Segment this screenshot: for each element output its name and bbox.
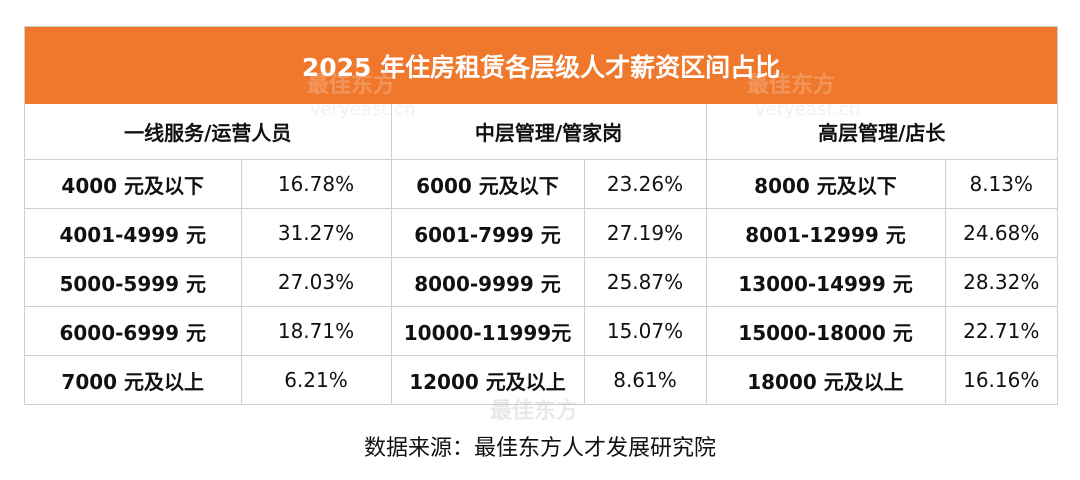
salary-range-middle: 8000-9999 元 xyxy=(390,257,585,307)
salary-percent-middle: 27.19% xyxy=(583,208,707,258)
salary-percent-middle: 15.07% xyxy=(583,306,707,356)
table-row: 4001-4999 元 31.27% 6001-7999 元 27.19% 8001-1… xyxy=(25,208,1057,258)
salary-range-frontline: 7000 元及以上 xyxy=(25,355,242,404)
salary-range-senior: 13000-14999 元 xyxy=(705,257,946,307)
table-title-bar: 2025 年住房租赁各层级人才薪资区间占比 最佳东方 最佳东方 xyxy=(25,27,1057,104)
salary-percent-middle: 8.61% xyxy=(583,355,707,404)
table-row: 7000 元及以上 6.21% 12000 元及以上 8.61% 18000 元及以上 1… xyxy=(25,355,1057,404)
salary-percent-frontline: 16.78% xyxy=(240,159,392,209)
salary-range-middle: 10000-11999元 xyxy=(390,306,585,356)
salary-range-middle: 6001-7999 元 xyxy=(390,208,585,258)
data-source-caption: 数据来源：最佳东方人才发展研究院 xyxy=(363,436,716,461)
salary-range-middle: 6000 元及以下 xyxy=(390,159,585,209)
salary-percent-senior: 24.68% xyxy=(944,208,1057,258)
salary-percent-frontline: 31.27% xyxy=(240,208,392,258)
salary-percent-senior: 16.16% xyxy=(944,355,1057,404)
salary-percent-senior: 28.32% xyxy=(944,257,1057,307)
salary-percent-senior: 8.13% xyxy=(944,159,1057,209)
salary-range-senior: 8001-12999 元 xyxy=(705,208,946,258)
salary-percent-frontline: 6.21% xyxy=(240,355,392,404)
salary-grid: 一线服务/运营人员 中层管理/管家岗 高层管理/店长 4000 元及以下 16.7… xyxy=(25,104,1057,404)
group-header-senior: 高层管理/店长 xyxy=(705,104,1057,160)
salary-range-frontline: 6000-6999 元 xyxy=(25,306,242,356)
table-row: 4000 元及以下 16.78% 6000 元及以下 23.26% 8000 元及以下 8… xyxy=(25,159,1057,209)
table-row: 6000-6999 元 18.71% 10000-11999元 15.07% 15000… xyxy=(25,306,1057,356)
salary-range-middle: 12000 元及以上 xyxy=(390,355,585,404)
salary-range-frontline: 4000 元及以下 xyxy=(25,159,242,209)
salary-percent-middle: 25.87% xyxy=(583,257,707,307)
salary-range-senior: 15000-18000 元 xyxy=(705,306,946,356)
salary-percent-senior: 22.71% xyxy=(944,306,1057,356)
salary-range-frontline: 4001-4999 元 xyxy=(25,208,242,258)
salary-range-senior: 8000 元及以下 xyxy=(705,159,946,209)
salary-percent-frontline: 18.71% xyxy=(240,306,392,356)
salary-table: 2025 年住房租赁各层级人才薪资区间占比 最佳东方 最佳东方 一线服务/运营人… xyxy=(24,26,1058,405)
group-header-row: 一线服务/运营人员 中层管理/管家岗 高层管理/店长 xyxy=(25,104,1057,160)
table-title: 2025 年住房租赁各层级人才薪资区间占比 xyxy=(301,52,781,82)
table-row: 5000-5999 元 27.03% 8000-9999 元 25.87% 13000-… xyxy=(25,257,1057,307)
group-header-frontline: 一线服务/运营人员 xyxy=(25,104,392,160)
salary-percent-frontline: 27.03% xyxy=(240,257,392,307)
salary-range-frontline: 5000-5999 元 xyxy=(25,257,242,307)
group-header-middle: 中层管理/管家岗 xyxy=(390,104,707,160)
salary-percent-middle: 23.26% xyxy=(583,159,707,209)
salary-range-senior: 18000 元及以上 xyxy=(705,355,946,404)
